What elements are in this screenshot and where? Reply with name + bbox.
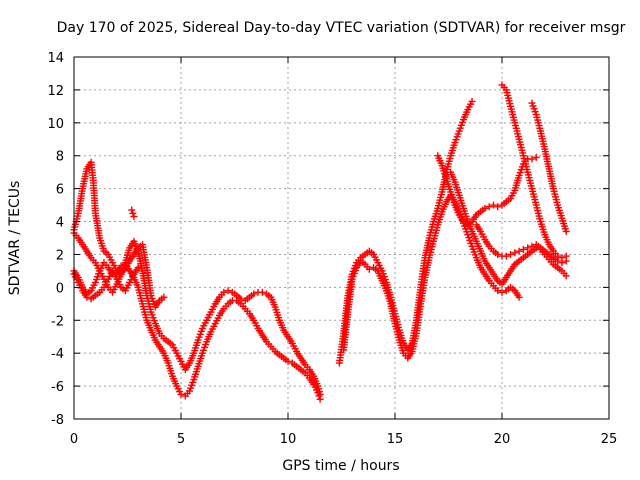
data-point xyxy=(485,203,493,211)
data-point xyxy=(507,250,515,258)
series-trace-i xyxy=(498,81,570,262)
data-point xyxy=(129,209,137,217)
data-point xyxy=(528,242,536,250)
y-tick-label: -4 xyxy=(51,347,64,362)
data-point xyxy=(562,257,570,265)
series-trace-d xyxy=(70,264,142,303)
series-trace-l xyxy=(128,206,138,221)
axis-ticks: 0 5 10 15 20 25 -8 -6 -4 -2 0 2 4 6 8 10 12 14 xyxy=(47,51,617,447)
data-point xyxy=(224,287,232,295)
y-axis-label: SDTVAR / TECUs xyxy=(7,181,23,296)
y-tick-label: 8 xyxy=(56,150,64,165)
data-point xyxy=(554,257,562,265)
data-point xyxy=(83,293,91,301)
y-tick-label: 10 xyxy=(47,117,64,132)
series-trace-c xyxy=(70,229,168,311)
data-point xyxy=(481,204,489,212)
data-point xyxy=(130,213,138,221)
y-tick-label: 4 xyxy=(56,216,64,231)
x-tick-label: 15 xyxy=(387,432,404,447)
data-point xyxy=(528,155,536,163)
data-point xyxy=(365,265,373,273)
series-trace-g xyxy=(434,152,540,229)
plot-frame xyxy=(73,56,610,420)
grid-lines xyxy=(74,57,609,419)
data-point xyxy=(511,249,519,257)
chart-title: Day 170 of 2025, Sidereal Day-to-day VTE… xyxy=(57,20,626,36)
data-point xyxy=(532,153,540,161)
series-trace-b xyxy=(70,259,324,403)
x-tick-label: 20 xyxy=(494,432,511,447)
series-trace-e xyxy=(335,97,476,367)
y-tick-label: 6 xyxy=(56,183,64,198)
data-point xyxy=(284,357,292,365)
x-axis-label: GPS time / hours xyxy=(282,458,399,474)
data-point xyxy=(515,293,523,301)
series-trace-k xyxy=(472,221,570,267)
data-point xyxy=(494,250,502,258)
series-trace-h xyxy=(447,168,570,288)
data-point xyxy=(502,252,510,260)
y-tick-label: 14 xyxy=(47,51,64,66)
data-point xyxy=(314,389,322,397)
data-point xyxy=(489,201,497,209)
data-point xyxy=(494,287,502,295)
data-point xyxy=(250,290,258,298)
y-tick-label: 0 xyxy=(56,281,64,296)
series-trace-j xyxy=(528,99,570,235)
y-tick-label: 12 xyxy=(47,84,64,99)
data-point xyxy=(160,293,168,301)
data-point xyxy=(558,259,566,267)
data-point xyxy=(562,272,570,280)
data-point xyxy=(220,288,228,296)
data-point xyxy=(519,246,527,254)
y-tick-label: -6 xyxy=(51,380,64,395)
data-point xyxy=(258,288,266,296)
x-tick-label: 0 xyxy=(70,432,78,447)
x-tick-label: 25 xyxy=(601,432,618,447)
data-point xyxy=(128,206,136,214)
data-point xyxy=(515,247,523,255)
y-tick-label: 2 xyxy=(56,248,64,263)
x-tick-label: 5 xyxy=(177,432,185,447)
data-point xyxy=(177,390,185,398)
data-point xyxy=(494,203,502,211)
data-series xyxy=(70,81,570,403)
data-point xyxy=(315,392,323,400)
data-point xyxy=(316,395,324,403)
data-point xyxy=(134,264,142,272)
y-tick-label: -8 xyxy=(51,413,64,428)
data-point xyxy=(524,244,532,252)
data-point xyxy=(562,227,570,235)
x-tick-label: 10 xyxy=(280,432,297,447)
data-point xyxy=(468,97,476,105)
data-point xyxy=(498,288,506,296)
y-tick-label: -2 xyxy=(51,314,64,329)
